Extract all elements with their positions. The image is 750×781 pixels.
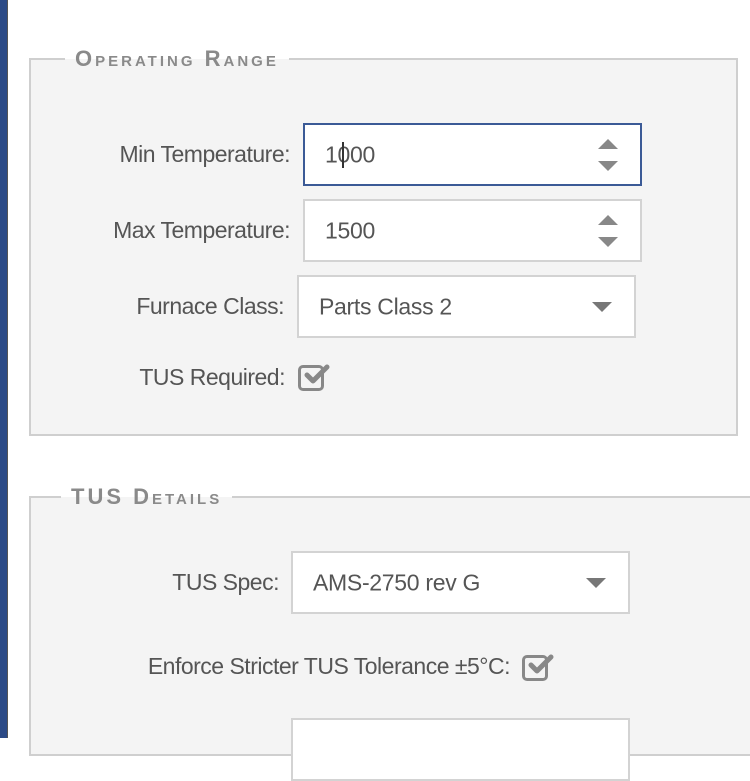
min-temperature-input[interactable]: 1000 — [303, 123, 642, 186]
increment-arrow-icon[interactable] — [598, 138, 618, 149]
min-temperature-value: 1000 — [325, 141, 375, 167]
checkmark-icon — [304, 364, 330, 384]
min-temperature-label: Min Temperature: — [119, 141, 290, 167]
operating-range-legend: Operating Range — [65, 46, 289, 72]
checkmark-icon — [528, 654, 554, 674]
furnace-class-select[interactable]: Parts Class 2 — [297, 275, 636, 338]
tus-details-legend: TUS Details — [61, 484, 233, 510]
furnace-class-label: Furnace Class: — [136, 293, 284, 319]
decrement-arrow-icon[interactable] — [598, 160, 618, 171]
furnace-class-value: Parts Class 2 — [319, 293, 452, 319]
max-temperature-label: Max Temperature: — [113, 217, 290, 243]
tus-spec-select[interactable]: AMS-2750 rev G — [291, 551, 630, 614]
max-temperature-input[interactable]: 1500 — [303, 199, 642, 262]
max-temperature-value: 1500 — [325, 217, 375, 243]
min-temperature-spinner[interactable] — [598, 137, 618, 173]
decrement-arrow-icon[interactable] — [598, 236, 618, 247]
tus-spec-value: AMS-2750 rev G — [313, 569, 481, 595]
text-cursor — [342, 141, 344, 168]
tus-required-checkbox[interactable] — [298, 364, 330, 391]
next-field-input[interactable] — [291, 718, 630, 781]
max-temperature-spinner[interactable] — [598, 213, 618, 249]
enforce-stricter-checkbox[interactable] — [522, 654, 554, 681]
enforce-stricter-label: Enforce Stricter TUS Tolerance ±5°C: — [147, 653, 511, 679]
window-edge — [0, 0, 8, 738]
tus-required-label: TUS Required: — [139, 364, 285, 390]
chevron-down-icon — [586, 577, 606, 588]
tus-spec-label: TUS Spec: — [172, 569, 279, 595]
tus-details-fieldset: TUS Details — [29, 484, 750, 756]
increment-arrow-icon[interactable] — [598, 214, 618, 225]
chevron-down-icon — [592, 301, 612, 312]
